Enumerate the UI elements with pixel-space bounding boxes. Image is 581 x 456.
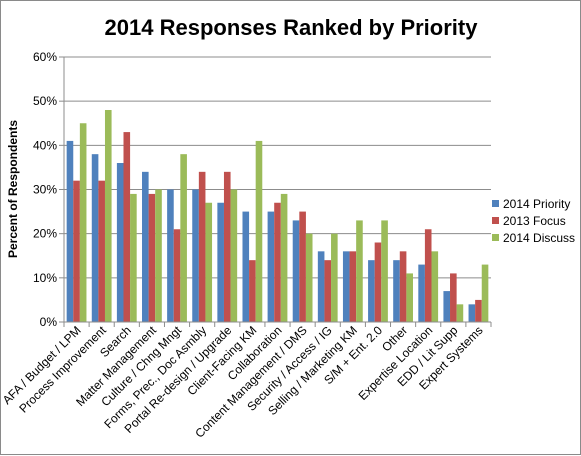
y-tick-label: 10% bbox=[33, 271, 57, 285]
bar-2013-focus bbox=[98, 180, 105, 322]
bar-2014-discuss bbox=[456, 304, 464, 322]
bar-2014-discuss bbox=[230, 189, 238, 322]
bar-2014-discuss bbox=[280, 193, 288, 322]
legend-swatch bbox=[492, 200, 499, 207]
bar-2013-focus bbox=[475, 299, 482, 322]
bar-2013-focus bbox=[123, 132, 131, 322]
bar-2014-priority bbox=[242, 211, 250, 322]
y-tick-label: 50% bbox=[33, 94, 57, 108]
bar-2014-priority bbox=[66, 140, 74, 322]
y-tick-label: 30% bbox=[33, 183, 57, 197]
legend-swatch bbox=[492, 234, 499, 241]
legend-entry: 2013 Focus bbox=[503, 214, 566, 228]
bar-2014-priority bbox=[342, 251, 350, 322]
legend-swatch bbox=[492, 217, 499, 224]
bar-2014-priority bbox=[91, 154, 99, 322]
bar-2014-priority bbox=[267, 211, 275, 322]
chart-title: 2014 Responses Ranked by Priority bbox=[105, 15, 479, 40]
bar-2014-priority bbox=[418, 264, 425, 322]
bar-2013-focus bbox=[374, 242, 382, 322]
bar-2014-discuss bbox=[130, 193, 137, 322]
bar-2014-discuss bbox=[205, 202, 213, 322]
bar-2013-focus bbox=[349, 251, 357, 322]
bar-2013-focus bbox=[148, 193, 156, 322]
bar-2013-focus bbox=[198, 171, 206, 322]
legend-entry: 2014 Priority bbox=[503, 197, 570, 211]
bar-2014-discuss bbox=[104, 110, 112, 322]
bar-2013-focus bbox=[274, 202, 281, 322]
bar-2014-priority bbox=[192, 189, 199, 322]
bar-2013-focus bbox=[299, 211, 306, 322]
bar-2014-discuss bbox=[155, 189, 162, 322]
bar-2014-discuss bbox=[356, 220, 363, 322]
bar-2014-priority bbox=[393, 260, 400, 322]
axes bbox=[63, 57, 492, 327]
bar-2014-discuss bbox=[406, 273, 413, 322]
bar-2013-focus bbox=[324, 260, 332, 322]
y-axis-label: Percent of Respondents bbox=[6, 120, 20, 258]
legend-entry: 2014 Discuss bbox=[503, 231, 575, 245]
bar-2013-focus bbox=[73, 180, 80, 322]
bar-2014-discuss bbox=[79, 123, 87, 322]
y-tick-label: 0% bbox=[40, 315, 58, 329]
bar-2013-focus bbox=[399, 251, 407, 322]
y-tick-label: 60% bbox=[33, 50, 57, 64]
bar-2013-focus bbox=[249, 260, 256, 322]
bar-2014-priority bbox=[468, 304, 476, 322]
bars bbox=[66, 110, 489, 322]
bar-2014-discuss bbox=[331, 233, 338, 322]
legend: 2014 Priority 2013 Focus 2014 Discuss bbox=[492, 197, 575, 245]
bar-2014-priority bbox=[292, 220, 300, 322]
bar-2014-priority bbox=[368, 260, 375, 322]
y-tick-label: 40% bbox=[33, 138, 57, 152]
bar-2014-priority bbox=[217, 202, 224, 322]
bar-2014-discuss bbox=[180, 154, 187, 322]
bar-2014-priority bbox=[142, 171, 149, 322]
bar-2014-priority bbox=[317, 251, 325, 322]
bar-2013-focus bbox=[450, 273, 457, 322]
bar-2014-priority bbox=[116, 163, 124, 322]
bar-2014-discuss bbox=[305, 233, 313, 322]
bar-2013-focus bbox=[173, 229, 181, 322]
bar-2013-focus bbox=[424, 229, 432, 322]
bar-2013-focus bbox=[223, 171, 231, 322]
bar-2014-discuss bbox=[431, 251, 439, 322]
y-tick-label: 20% bbox=[33, 227, 57, 241]
bar-2014-discuss bbox=[481, 264, 489, 322]
bar-2014-priority bbox=[167, 189, 174, 322]
bar-2014-priority bbox=[443, 291, 451, 322]
y-axis-ticks: 0% 10% 20% 30% 40% 50% 60% bbox=[33, 50, 64, 329]
bar-2014-discuss bbox=[381, 220, 388, 322]
bar-2014-discuss bbox=[255, 140, 263, 322]
